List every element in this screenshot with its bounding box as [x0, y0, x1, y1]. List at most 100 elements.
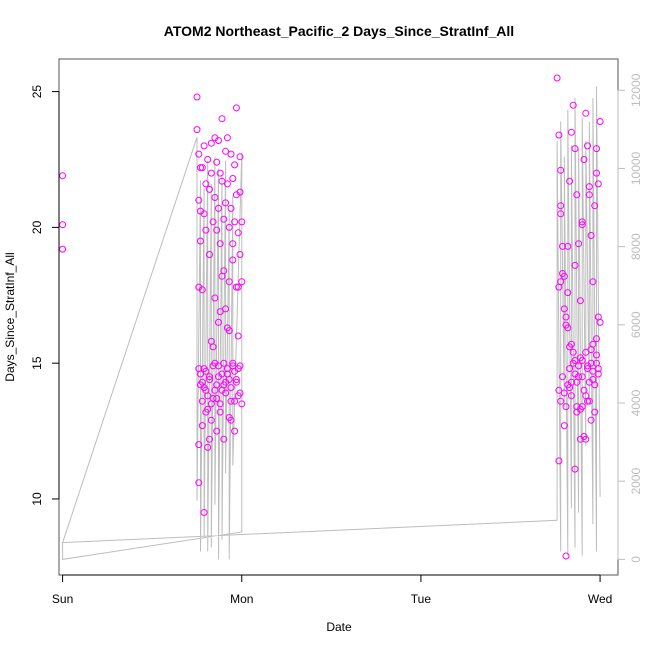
data-point: [585, 183, 593, 191]
data-point: [207, 416, 215, 424]
y-axis-label: Days_Since_StratInf_All: [3, 252, 17, 381]
data-point: [596, 118, 604, 125]
data-point: [222, 147, 230, 155]
data-point: [557, 166, 565, 174]
y2-tick-label: 4000: [629, 389, 643, 416]
y-tick-label: 10: [30, 492, 44, 506]
data-point: [560, 422, 568, 430]
data-point: [578, 357, 586, 364]
data-point: [578, 403, 586, 411]
y-axis-right: 0 2000 4000 6000 8000 10000 12000: [617, 73, 643, 563]
data-point: [227, 384, 235, 392]
data-point: [216, 240, 224, 248]
data-point: [59, 245, 67, 253]
data-point: [575, 240, 583, 248]
data-point: [232, 283, 240, 291]
data-point: [206, 435, 213, 443]
data-point: [562, 403, 570, 411]
data-point: [559, 373, 566, 381]
data-point: [564, 324, 572, 332]
data-point: [562, 552, 570, 560]
data-point: [594, 365, 602, 373]
data-point: [585, 191, 593, 199]
data-point: [593, 145, 600, 153]
data-point: [211, 294, 219, 302]
data-point: [571, 145, 579, 153]
data-point: [567, 128, 575, 136]
data-point: [589, 278, 597, 286]
y2-tick-label: 12000: [629, 73, 643, 107]
data-point: [215, 318, 222, 326]
data-point: [215, 362, 222, 370]
y2-tick-label: 2000: [629, 468, 643, 495]
data-point: [218, 177, 226, 185]
scatter-points: [59, 74, 604, 560]
data-point: [232, 104, 240, 112]
data-point: [571, 465, 579, 473]
data-point: [567, 378, 575, 386]
data-point: [222, 305, 230, 313]
y2-tick-label: 6000: [629, 311, 643, 338]
data-point: [193, 93, 201, 101]
data-point: [566, 365, 574, 373]
data-point: [207, 337, 215, 345]
data-point: [589, 367, 597, 375]
data-point: [591, 408, 599, 416]
data-point: [195, 196, 203, 204]
data-point: [559, 270, 566, 277]
plot-frame: [58, 58, 619, 576]
data-point: [59, 221, 67, 229]
data-point: [236, 389, 244, 397]
data-point: [227, 397, 235, 405]
y2-tick-label: 8000: [629, 233, 643, 260]
data-point: [225, 223, 233, 231]
data-point: [202, 386, 210, 394]
data-point: [589, 376, 597, 383]
data-point: [231, 161, 239, 169]
x-axis-label: Date: [326, 620, 352, 634]
data-point: [587, 232, 595, 239]
data-point: [585, 397, 593, 405]
data-point: [231, 427, 239, 435]
data-point: [206, 373, 213, 381]
x-tick-label: Mon: [230, 592, 253, 606]
data-point: [197, 381, 204, 389]
data-point: [593, 169, 600, 177]
data-point: [236, 251, 244, 258]
data-point: [584, 362, 591, 370]
data-point: [593, 335, 600, 343]
data-point: [227, 150, 235, 158]
data-point: [593, 351, 600, 359]
data-point: [231, 218, 239, 226]
data-point: [557, 397, 565, 405]
data-point: [575, 362, 583, 370]
data-point: [584, 365, 591, 373]
data-point: [557, 210, 565, 218]
data-point: [562, 313, 570, 321]
y2-tick-label: 0: [629, 556, 643, 563]
data-point: [225, 278, 233, 286]
data-point: [227, 204, 235, 212]
data-point: [564, 289, 572, 297]
data-point: [569, 101, 577, 109]
y2-tick-label: 10000: [629, 151, 643, 185]
data-point: [202, 408, 210, 416]
data-point: [580, 156, 588, 163]
data-point: [236, 153, 244, 161]
data-point: [236, 188, 244, 196]
data-point: [571, 357, 579, 364]
data-point: [555, 457, 563, 465]
data-point: [232, 376, 240, 383]
data-point: [589, 340, 597, 348]
data-point: [567, 340, 575, 348]
data-point: [209, 218, 217, 226]
data-point: [234, 332, 242, 340]
data-point: [573, 403, 581, 411]
data-point: [216, 400, 224, 408]
data-point: [225, 327, 233, 335]
data-point: [213, 381, 221, 389]
data-point: [202, 226, 210, 234]
data-point: [229, 175, 237, 182]
y-tick-label: 15: [30, 356, 44, 370]
data-point: [204, 156, 212, 163]
